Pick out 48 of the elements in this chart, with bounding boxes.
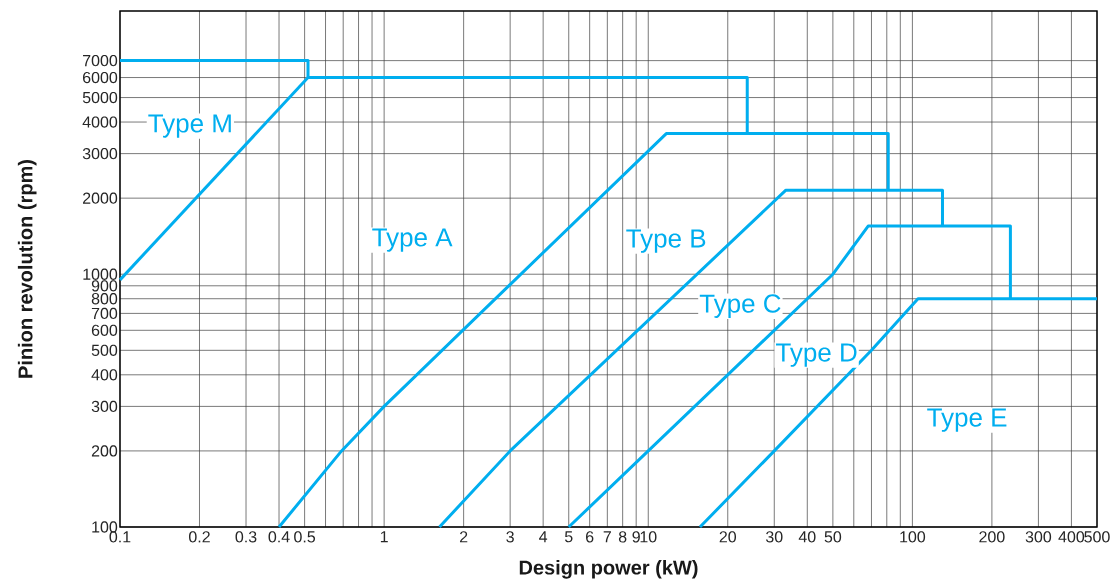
y-tick-label: 800 <box>91 293 118 305</box>
x-tick-label: 8 <box>618 531 627 543</box>
x-tick-label: 0.4 <box>268 531 290 543</box>
annotation: Type B <box>626 229 706 253</box>
x-tick-label: 30 <box>765 531 783 543</box>
x-tick-label: 400 <box>1058 531 1085 543</box>
y-tick-label: 300 <box>91 400 118 413</box>
x-tick-label: 0.5 <box>294 531 316 543</box>
x-tick-label: 4 <box>539 531 548 543</box>
y-tick-label: 5000 <box>82 91 118 104</box>
x-tick-label: 0.3 <box>235 531 257 543</box>
y-tick-label: 2000 <box>83 192 118 204</box>
y-tick-label: 100 <box>92 521 118 533</box>
x-tick-label: 0.1 <box>109 531 131 543</box>
annotation: Type D <box>776 343 857 367</box>
y-tick-label: 4000 <box>82 116 118 128</box>
x-tick-label: 50 <box>824 531 842 543</box>
x-tick-label: 0.2 <box>189 531 210 543</box>
x-tick-label: 9 <box>632 531 640 543</box>
y-tick-label: 700 <box>91 307 118 320</box>
x-tick-label: 7 <box>603 531 611 543</box>
annotation: Type C <box>699 294 781 318</box>
y-tick-label: 400 <box>91 369 118 381</box>
annotation: Type M <box>148 114 231 138</box>
x-tick-label: 1 <box>380 531 388 543</box>
y-tick-label: 1000 <box>83 268 118 280</box>
x-tick-label: 6 <box>586 531 594 543</box>
x-tick-label: 40 <box>798 531 816 543</box>
annotation: Type A <box>372 228 453 252</box>
y-tick-label: 7000 <box>83 54 118 67</box>
x-tick-label: 5 <box>564 531 573 543</box>
y-axis-title: Pinion revolution (rpm) <box>17 159 37 378</box>
x-tick-label: 100 <box>900 531 926 543</box>
x-tick-label: 3 <box>506 531 514 543</box>
x-tick-label: 2 <box>459 531 468 543</box>
y-tick-label: 200 <box>91 445 118 457</box>
y-tick-label: 900 <box>91 280 118 292</box>
x-axis-title: Design power (kW) <box>519 559 698 579</box>
x-tick-label: 500 <box>1084 531 1110 543</box>
x-tick-label: 20 <box>719 531 737 543</box>
x-tick-label: 200 <box>979 531 1005 543</box>
x-tick-label: 10 <box>640 531 657 543</box>
x-tick-label: 300 <box>1025 531 1052 543</box>
y-tick-label: 600 <box>91 324 118 336</box>
y-tick-label: 500 <box>91 344 118 356</box>
y-tick-label: 6000 <box>83 71 118 84</box>
annotation: Type E <box>927 408 1007 432</box>
y-tick-label: 3000 <box>82 147 118 160</box>
